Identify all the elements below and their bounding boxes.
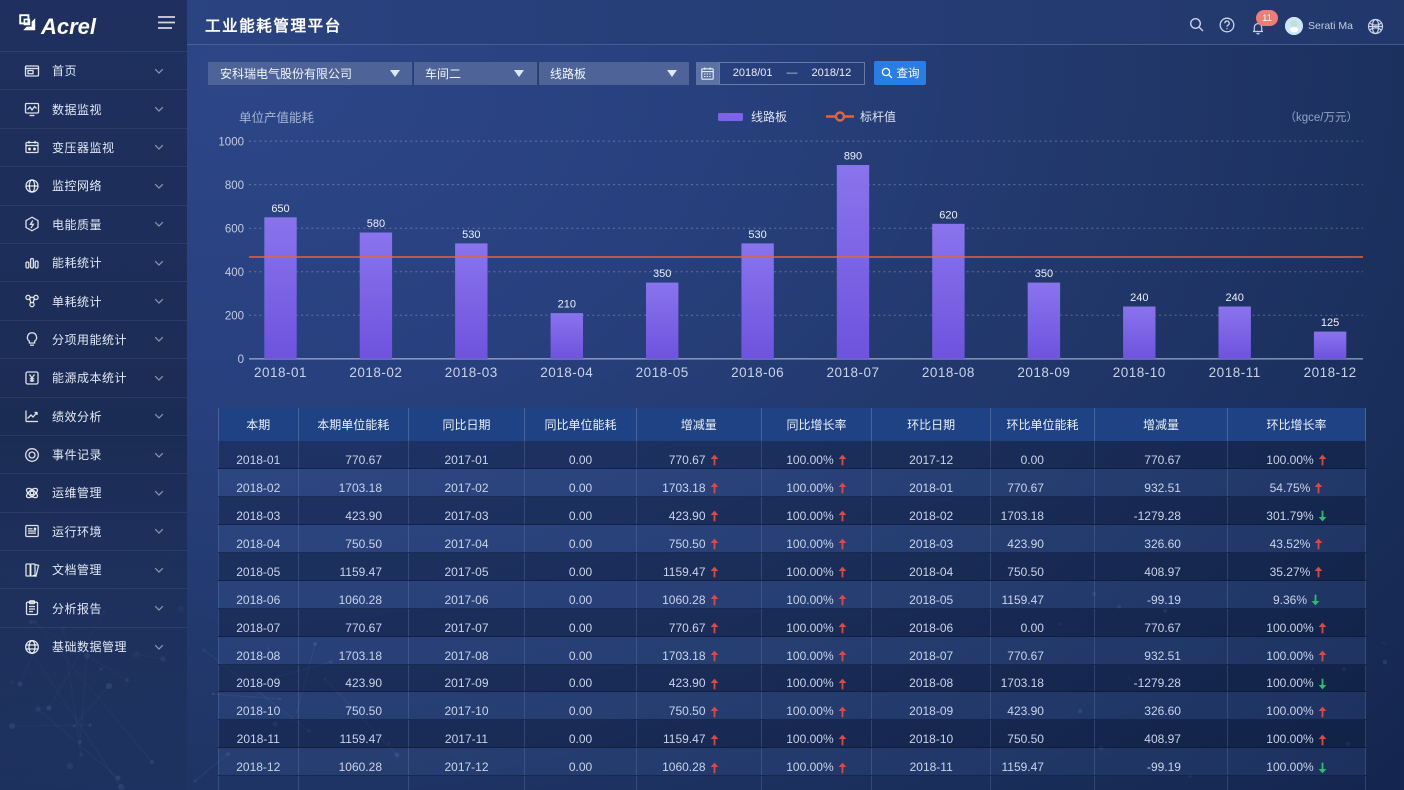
svg-text:2018-06: 2018-06 — [731, 365, 784, 380]
svg-text:2018-02: 2018-02 — [349, 365, 402, 380]
svg-text:580: 580 — [367, 218, 385, 230]
svg-text:2018-12: 2018-12 — [1304, 365, 1357, 380]
svg-text:125: 125 — [1321, 317, 1339, 329]
svg-text:210: 210 — [558, 299, 576, 311]
svg-text:400: 400 — [225, 267, 244, 279]
svg-text:530: 530 — [462, 229, 480, 241]
svg-text:Acrel: Acrel — [40, 14, 97, 39]
svg-text:2018-03: 2018-03 — [445, 365, 498, 380]
svg-text:240: 240 — [1130, 292, 1148, 304]
svg-text:2018-05: 2018-05 — [636, 365, 689, 380]
svg-text:650: 650 — [271, 203, 289, 215]
svg-text:（kgce/万元）: （kgce/万元） — [1285, 111, 1359, 124]
svg-text:890: 890 — [844, 151, 862, 163]
svg-text:530: 530 — [748, 229, 766, 241]
svg-text:1000: 1000 — [218, 136, 244, 148]
svg-text:800: 800 — [225, 180, 244, 192]
svg-text:线路板: 线路板 — [751, 109, 787, 124]
svg-text:350: 350 — [1035, 268, 1053, 280]
svg-text:0: 0 — [238, 354, 244, 366]
svg-text:标杆值: 标杆值 — [860, 109, 896, 124]
svg-text:2018-04: 2018-04 — [540, 365, 593, 380]
svg-text:350: 350 — [653, 268, 671, 280]
svg-text:2018-01: 2018-01 — [254, 365, 307, 380]
svg-text:200: 200 — [225, 310, 244, 322]
svg-text:2018-09: 2018-09 — [1017, 365, 1070, 380]
svg-text:2018-08: 2018-08 — [922, 365, 975, 380]
svg-text:600: 600 — [225, 223, 244, 235]
svg-text:2018-10: 2018-10 — [1113, 365, 1166, 380]
svg-text:240: 240 — [1226, 292, 1244, 304]
svg-text:620: 620 — [939, 209, 957, 221]
svg-text:2018-07: 2018-07 — [826, 365, 879, 380]
svg-text:2018-11: 2018-11 — [1209, 365, 1261, 380]
svg-text:单位产值能耗: 单位产值能耗 — [239, 110, 315, 125]
